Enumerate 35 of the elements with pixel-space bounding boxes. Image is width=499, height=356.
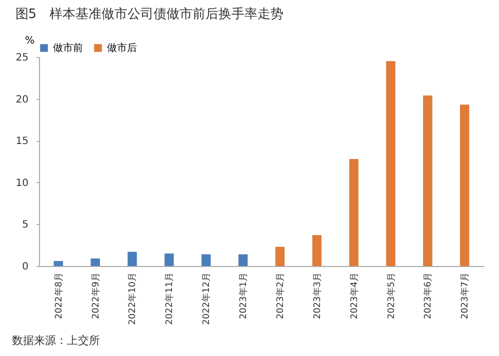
legend-label: 做市后: [107, 42, 137, 54]
y-axis-title: %: [24, 36, 34, 46]
y-tick-label: 0: [22, 262, 28, 272]
x-tick-label: 2023年3月: [312, 272, 323, 320]
bar: [423, 95, 432, 266]
y-tick-label: 25: [16, 52, 28, 64]
bar: [460, 104, 470, 266]
bar: [312, 235, 322, 266]
chart-title: 图5 样本基准做市公司债做市前后换手率走势: [15, 6, 284, 22]
bar: [90, 258, 100, 266]
x-tick-label: 2022年12月: [201, 272, 212, 325]
x-tick-label: 2022年9月: [90, 272, 102, 320]
x-tick-label: 2023年6月: [422, 272, 434, 320]
x-tick-label: 2023年4月: [348, 272, 360, 320]
source-note: 数据来源：上交所: [12, 333, 100, 348]
x-tick-label: 2023年2月: [274, 272, 286, 320]
bar: [54, 260, 64, 266]
x-tick-label: 2022年8月: [53, 272, 64, 320]
x-tick-label: 2023年1月: [238, 272, 250, 320]
x-tick-label: 2022年11月: [164, 272, 176, 325]
legend-label: 做市前: [53, 42, 83, 54]
x-tick-label: 2023年7月: [460, 272, 471, 320]
y-tick-label: 10: [16, 178, 28, 189]
bar: [349, 158, 358, 266]
bar: [201, 254, 211, 266]
y-tick-label: 5: [22, 220, 28, 231]
bar: [128, 252, 137, 266]
bar: [238, 254, 248, 266]
x-tick-label: 2022年10月: [127, 272, 138, 325]
x-tick-label: 2023年5月: [386, 272, 397, 320]
y-tick-label: 15: [16, 136, 28, 148]
bar: [164, 253, 174, 266]
bar: [386, 61, 396, 266]
bar: [275, 246, 285, 266]
y-tick-label: 20: [16, 94, 28, 106]
